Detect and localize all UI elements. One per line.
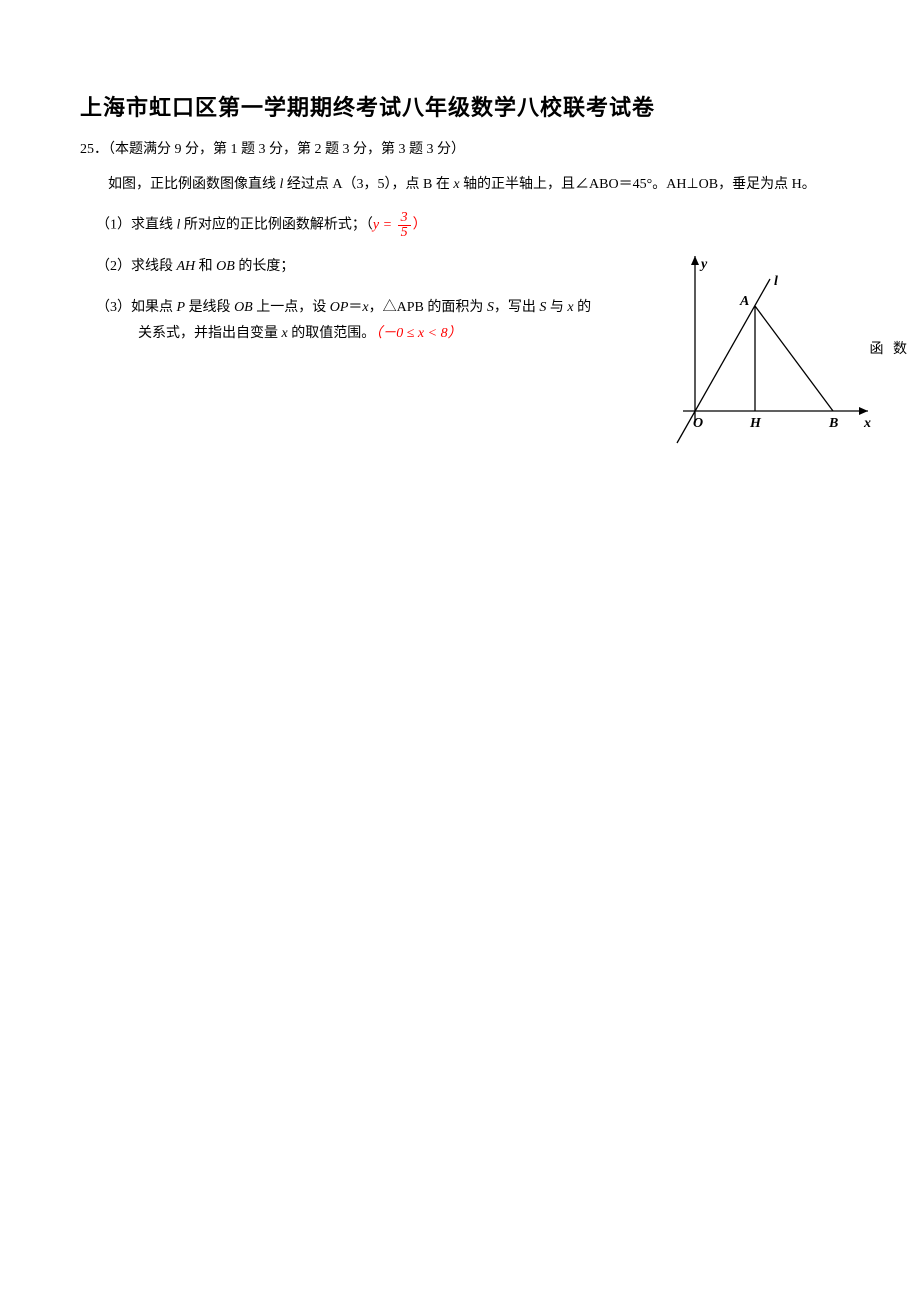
intro-text-1: 如图，正比例函数图像直线 <box>108 177 280 192</box>
sub3-text-7: 与 <box>546 300 567 315</box>
sub1-answer-prefix: y = <box>373 218 396 233</box>
sub3-var-ob: OB <box>234 300 253 315</box>
sub3-line2-text2: 的取值范围。 <box>288 326 376 341</box>
sub3-var-s: S <box>487 300 494 315</box>
sub3-text-8: 的 <box>574 300 592 315</box>
sub2-prefix: （2）求线段 <box>96 259 177 274</box>
sub3-text-2: 是线段 <box>185 300 234 315</box>
sub3-line2-prefix: 关系式，并指出自变量 <box>138 326 282 341</box>
question-header: 25．（本题满分 9 分，第 1 题 3 分，第 2 题 3 分，第 3 题 3… <box>80 138 845 158</box>
sub-question-2: （2）求线段 AH 和 OB 的长度； <box>80 254 660 281</box>
sub-question-3-line1: （3）如果点 P 是线段 OB 上一点，设 OP＝x，△APB 的面积为 S，写… <box>80 295 660 322</box>
sub1-fraction: 35 <box>398 211 411 240</box>
sub3-text-4: ＝ <box>348 300 362 315</box>
sub1-answer-suffix: ） <box>413 218 427 233</box>
document-title: 上海市虹口区第一学期期终考试八年级数学八校联考试卷 <box>80 90 845 122</box>
intro-text-2: 经过点 A（3，5），点 B 在 <box>283 177 453 192</box>
sub-question-1: （1）求直线 l 所对应的正比例函数解析式；（y = 35） <box>80 211 660 240</box>
question-intro: 如图，正比例函数图像直线 l 经过点 A（3，5），点 B 在 x 轴的正半轴上… <box>80 172 845 197</box>
figure-diagram: y x l A O H B <box>655 251 875 451</box>
sub-question-3-line2: 关系式，并指出自变量 x 的取值范围。（－0 ≤ x < 8） <box>80 321 660 348</box>
intro-text-3: 轴的正半轴上，且∠ABO＝45°。AH⊥OB，垂足为点 H。 <box>460 177 816 192</box>
sub2-var-ah: AH <box>177 259 196 274</box>
sub1-prefix: （1）求直线 <box>96 218 177 233</box>
svg-text:O: O <box>693 416 703 431</box>
svg-text:A: A <box>739 294 749 309</box>
sub3-answer: （－0 ≤ x < 8） <box>375 326 461 341</box>
svg-text:B: B <box>828 416 838 431</box>
sub3-var-p: P <box>177 300 186 315</box>
sub3-text-3: 上一点，设 <box>253 300 330 315</box>
sub2-var-ob: OB <box>216 259 235 274</box>
sub3-text-5: ，△APB 的面积为 <box>369 300 487 315</box>
sub1-text-2: 所对应的正比例函数解析式；（ <box>180 218 373 233</box>
sub3-var-op: OP <box>330 300 349 315</box>
diagram-svg: y x l A O H B <box>655 251 875 451</box>
sub2-text-3: 的长度； <box>235 259 295 274</box>
svg-text:l: l <box>774 274 778 289</box>
svg-text:H: H <box>749 416 762 431</box>
sub3-prefix: （3）如果点 <box>96 300 177 315</box>
svg-text:x: x <box>863 416 871 431</box>
figure-right-label: 函 数 <box>870 338 911 358</box>
svg-text:y: y <box>699 257 708 272</box>
frac-den: 5 <box>398 226 411 240</box>
frac-num: 3 <box>398 211 411 226</box>
sub2-text-2: 和 <box>195 259 216 274</box>
sub3-text-6: ，写出 <box>494 300 540 315</box>
